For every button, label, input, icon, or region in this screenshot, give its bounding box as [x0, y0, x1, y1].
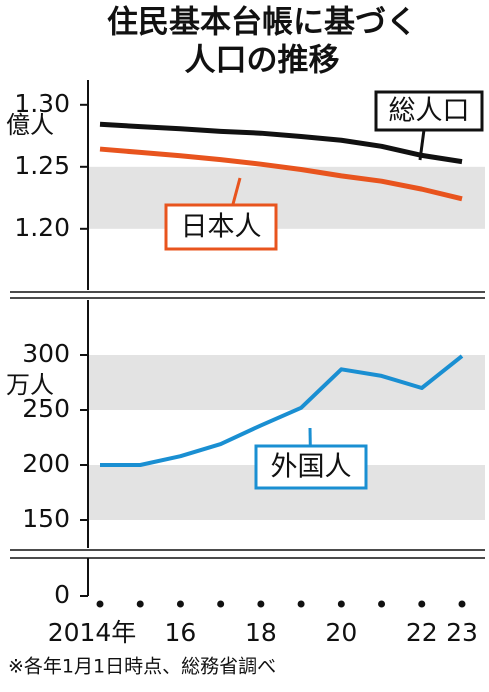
- x-tick-dot: [217, 600, 225, 608]
- grid-band: [88, 355, 485, 410]
- x-tick-label: 18: [245, 618, 277, 647]
- y-tick-label: 1.30: [14, 89, 70, 118]
- legend-label: 総人口: [389, 96, 470, 127]
- x-tick-label: 22: [406, 618, 438, 647]
- legend-box: [254, 444, 368, 490]
- x-tick-dot: [418, 600, 426, 608]
- y-tick-label: 300: [22, 339, 70, 368]
- y-tick-label: 150: [22, 504, 70, 533]
- x-tick-label: 23: [446, 618, 478, 647]
- chart-title: 人口の推移: [185, 43, 340, 79]
- x-tick-dot: [136, 600, 144, 608]
- x-tick-dot: [458, 600, 466, 608]
- x-tick-label: 20: [325, 618, 357, 647]
- y-tick-label: 0: [54, 580, 70, 609]
- x-tick-label: 2014年: [48, 618, 137, 647]
- series-line: [99, 146, 463, 202]
- series-line: [100, 354, 464, 467]
- x-tick-dot: [176, 600, 184, 608]
- lines: [99, 121, 464, 467]
- y-unit: 億人: [6, 111, 54, 139]
- x-tick-dot: [96, 600, 104, 608]
- y-tick-label: 1.20: [14, 213, 70, 242]
- y-tick-label: 250: [22, 394, 70, 423]
- chart-title: 住民基本台帳に基づく: [107, 5, 417, 41]
- legend-label: 日本人: [181, 212, 262, 243]
- x-tick-label: 16: [165, 618, 197, 647]
- grid-band: [88, 166, 485, 229]
- x-tick-dot: [337, 600, 345, 608]
- x-tick-dot: [257, 600, 265, 608]
- series-line: [99, 121, 463, 165]
- footnote: ※各年1月1日時点、総務省調べ: [8, 656, 276, 678]
- x-tick-dot: [378, 600, 386, 608]
- legend-box: [374, 90, 484, 132]
- legend-box: [164, 203, 278, 251]
- y-unit: 万人: [6, 371, 54, 399]
- x-tick-dot: [297, 600, 305, 608]
- y-tick-label: 1.25: [14, 151, 70, 180]
- legend-label: 外国人: [271, 452, 352, 483]
- y-tick-label: 200: [22, 449, 70, 478]
